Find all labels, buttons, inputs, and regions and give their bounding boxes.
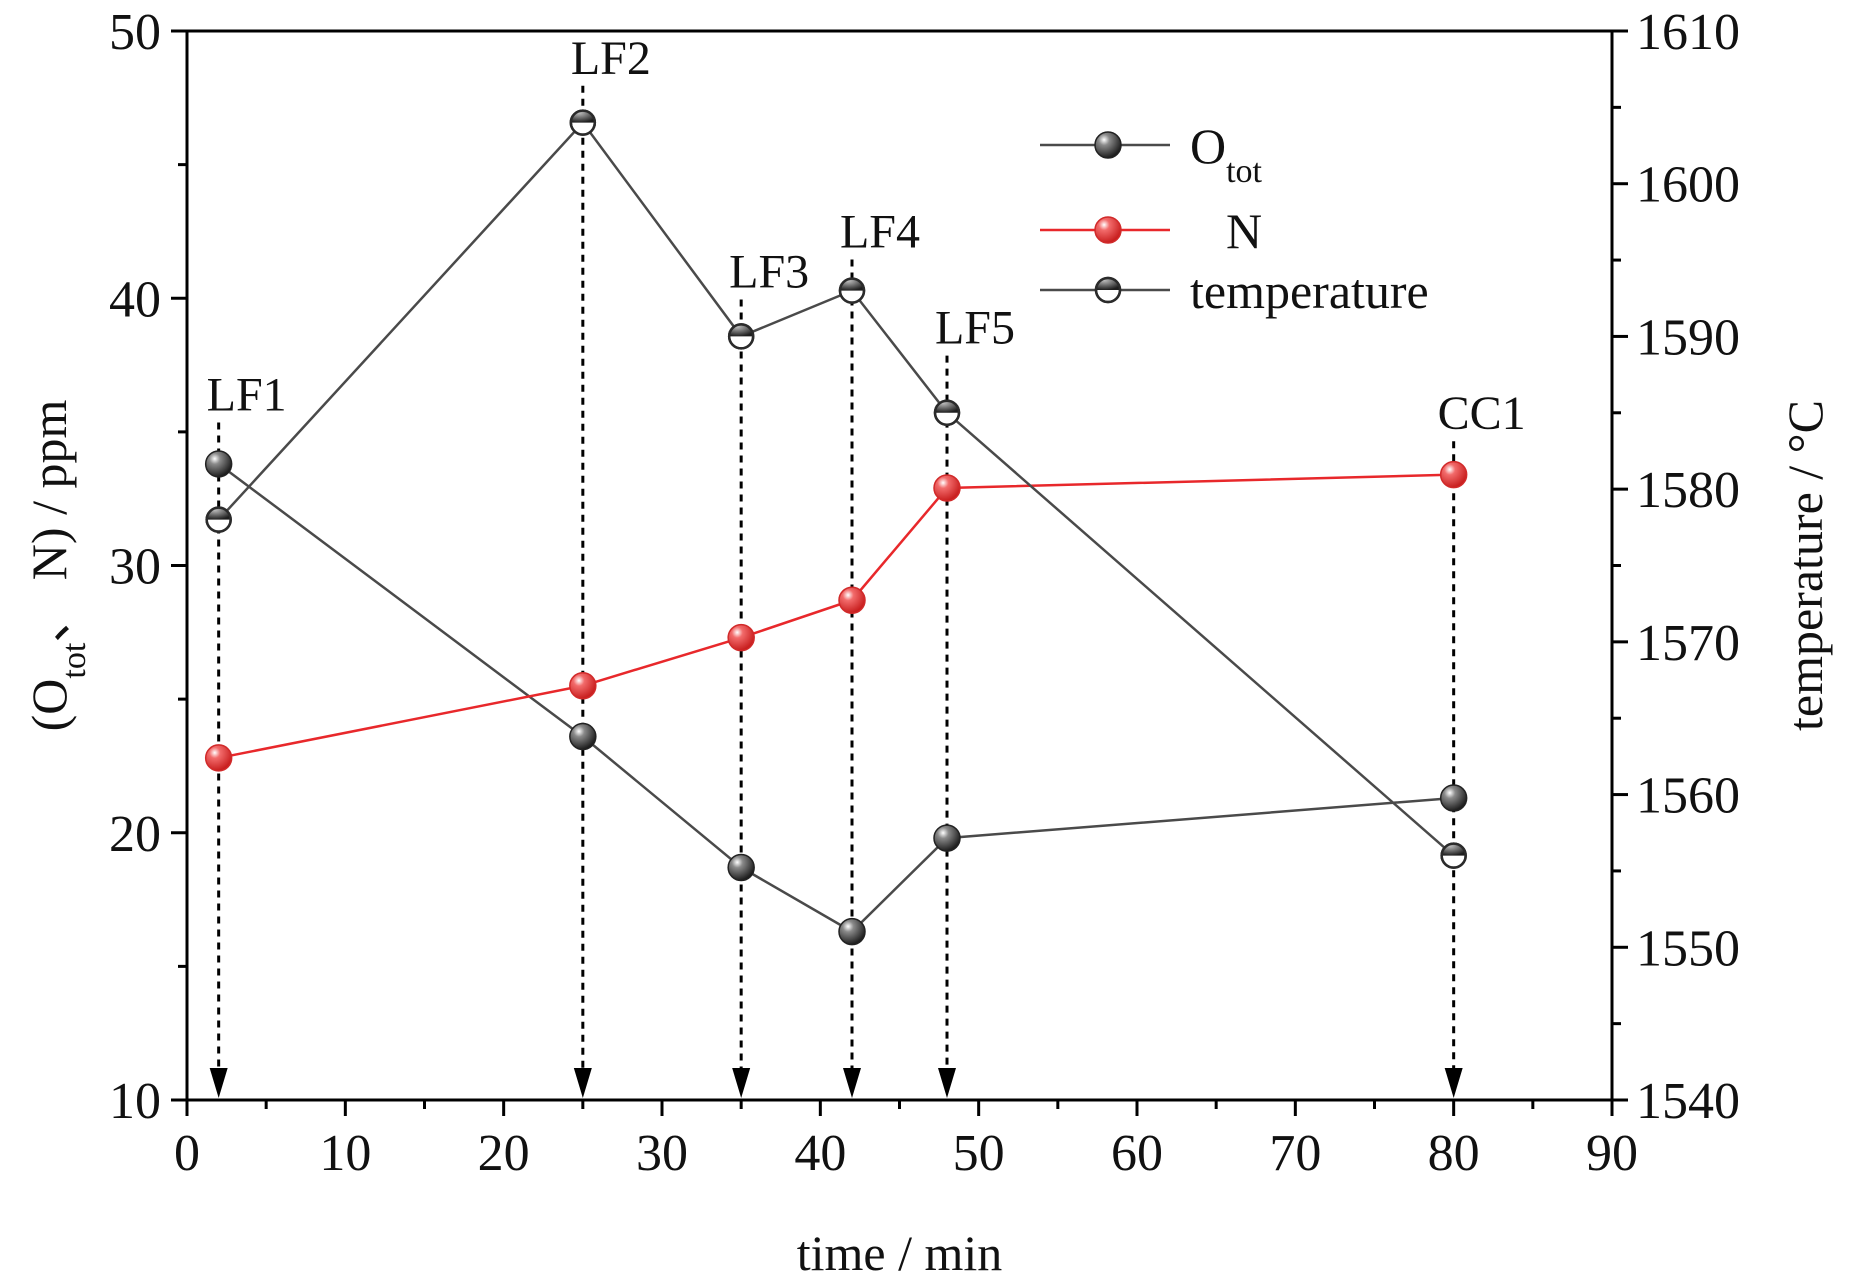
plot-frame (185, 29, 1614, 1102)
data-point (933, 824, 961, 852)
y-left-tick-label: 50 (109, 4, 161, 61)
annotation-label: LF2 (571, 32, 651, 85)
drop-arrow-icon (209, 1068, 228, 1098)
drop-arrow-icon (843, 1068, 861, 1098)
data-point (933, 399, 961, 427)
series-layer (204, 109, 1468, 946)
data-point (569, 672, 597, 700)
data-point (205, 506, 232, 533)
y-left-tick-label: 10 (109, 1073, 161, 1130)
x-tick-label: 80 (1428, 1125, 1480, 1182)
data-point (569, 109, 597, 136)
data-point (204, 744, 233, 772)
marker-outline (569, 109, 597, 136)
annotation-label: LF1 (207, 368, 287, 421)
drop-arrow-icon (573, 1068, 592, 1098)
data-point (1440, 842, 1467, 869)
data-point (727, 323, 755, 350)
series-line-N (218, 473, 1454, 760)
x-tick-label: 70 (1269, 1125, 1321, 1182)
series-line-O (217, 462, 1454, 934)
x-tick-label: 50 (953, 1125, 1005, 1182)
y-left-tick-label: 40 (109, 271, 161, 328)
annotation-label: LF4 (840, 205, 920, 258)
y-left-tick-label: 30 (109, 539, 161, 596)
x-tick-label: 30 (636, 1125, 688, 1182)
series-line-temperature (217, 120, 1455, 857)
plot-border (185, 29, 1614, 1102)
data-point (1439, 784, 1468, 812)
drop-arrow-icon (732, 1068, 751, 1098)
y-right-tick-label: 1550 (1636, 920, 1740, 977)
legend-label: Otot (1190, 118, 1263, 190)
axes-layer: 0 10 20 30 40 50 60 70 80 90102030405015401550156… (21, 4, 1833, 1281)
y-right-tick-label: 1610 (1636, 4, 1740, 61)
x-tick-label: 10 (319, 1125, 371, 1182)
x-tick-label: 20 (478, 1125, 530, 1182)
y-right-tick-label: 1540 (1636, 1073, 1740, 1130)
data-point (569, 722, 597, 751)
data-point (933, 474, 961, 502)
x-tick-label: 0 (174, 1125, 200, 1182)
drop-arrow-icon (1444, 1068, 1463, 1098)
y-right-tick-label: 1570 (1636, 615, 1740, 672)
y-left-tick-label: 20 (109, 806, 161, 863)
x-tick-label: 60 (1111, 1125, 1163, 1182)
legend-label: temperature (1190, 263, 1429, 319)
data-point (838, 586, 866, 614)
legend-item: temperature (1040, 263, 1429, 319)
data-point (1439, 460, 1468, 489)
marker-outline (727, 323, 755, 350)
legend-item: Otot (1040, 118, 1263, 190)
legend-item: N (1040, 203, 1262, 259)
annotation-label: LF3 (729, 246, 809, 299)
x-tick-label: 90 (1586, 1125, 1638, 1182)
legend-marker-icon (1094, 131, 1122, 159)
data-point (727, 623, 755, 652)
data-point (1094, 276, 1122, 304)
annotations-layer: LF1 LF2 LF3 LF4 LF5 CC1 (207, 32, 1526, 440)
annotation-label: LF5 (935, 302, 1015, 355)
data-point (838, 917, 866, 946)
marker-outline (205, 506, 232, 533)
data-point (727, 853, 755, 882)
drop-lines (209, 85, 1463, 1098)
data-point (838, 277, 866, 304)
drop-arrow-icon (938, 1068, 956, 1098)
annotation-label: CC1 (1438, 387, 1526, 440)
y-right-tick-label: 1600 (1636, 157, 1740, 214)
y-right-tick-label: 1560 (1636, 768, 1740, 825)
marker-outline (1094, 276, 1122, 304)
y-right-axis-title: temperature / °C (1777, 400, 1833, 731)
y-left-axis-title: (Otot、 N) / ppm (21, 400, 93, 732)
y-right-tick-label: 1590 (1636, 309, 1740, 366)
marker-outline (838, 277, 866, 304)
legend-label: N (1226, 203, 1262, 259)
data-point (204, 450, 233, 478)
x-axis-title: time / min (797, 1225, 1003, 1281)
x-tick-label: 40 (794, 1125, 846, 1182)
y-right-tick-label: 1580 (1636, 462, 1740, 519)
legend-marker-icon (1094, 216, 1122, 244)
marker-outline (933, 399, 961, 427)
marker-outline (1440, 842, 1467, 869)
